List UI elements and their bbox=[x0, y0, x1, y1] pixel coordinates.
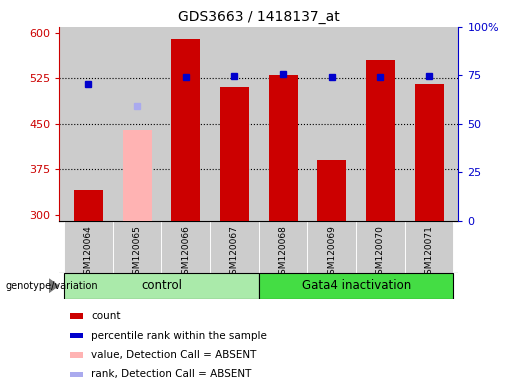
Bar bbox=[317, 160, 347, 221]
Bar bbox=[171, 39, 200, 221]
Bar bbox=[70, 352, 83, 358]
Text: rank, Detection Call = ABSENT: rank, Detection Call = ABSENT bbox=[92, 369, 252, 379]
Text: percentile rank within the sample: percentile rank within the sample bbox=[92, 331, 267, 341]
Bar bbox=[70, 333, 83, 338]
Bar bbox=[64, 221, 113, 273]
Bar bbox=[220, 88, 249, 221]
Title: GDS3663 / 1418137_at: GDS3663 / 1418137_at bbox=[178, 10, 340, 25]
Text: GSM120069: GSM120069 bbox=[328, 225, 336, 280]
Bar bbox=[259, 221, 307, 273]
Text: genotype/variation: genotype/variation bbox=[5, 281, 98, 291]
Bar bbox=[113, 221, 161, 273]
Bar bbox=[259, 273, 454, 299]
Text: GSM120068: GSM120068 bbox=[279, 225, 287, 280]
Text: Gata4 inactivation: Gata4 inactivation bbox=[301, 279, 411, 292]
Text: GSM120065: GSM120065 bbox=[132, 225, 142, 280]
Text: count: count bbox=[92, 311, 121, 321]
Text: GSM120064: GSM120064 bbox=[84, 225, 93, 280]
Bar bbox=[161, 221, 210, 273]
Text: GSM120067: GSM120067 bbox=[230, 225, 239, 280]
Bar bbox=[123, 130, 152, 221]
Bar bbox=[70, 313, 83, 319]
Polygon shape bbox=[49, 279, 58, 293]
Bar bbox=[356, 221, 405, 273]
Bar bbox=[405, 221, 454, 273]
Bar bbox=[74, 190, 103, 221]
Bar bbox=[366, 60, 395, 221]
Text: control: control bbox=[141, 279, 182, 292]
Bar bbox=[415, 84, 444, 221]
Text: GSM120070: GSM120070 bbox=[376, 225, 385, 280]
Text: GSM120066: GSM120066 bbox=[181, 225, 190, 280]
Text: GSM120071: GSM120071 bbox=[425, 225, 434, 280]
Bar bbox=[64, 273, 259, 299]
Bar bbox=[70, 372, 83, 377]
Bar bbox=[307, 221, 356, 273]
Text: value, Detection Call = ABSENT: value, Detection Call = ABSENT bbox=[92, 350, 257, 360]
Bar bbox=[210, 221, 259, 273]
Bar bbox=[268, 75, 298, 221]
